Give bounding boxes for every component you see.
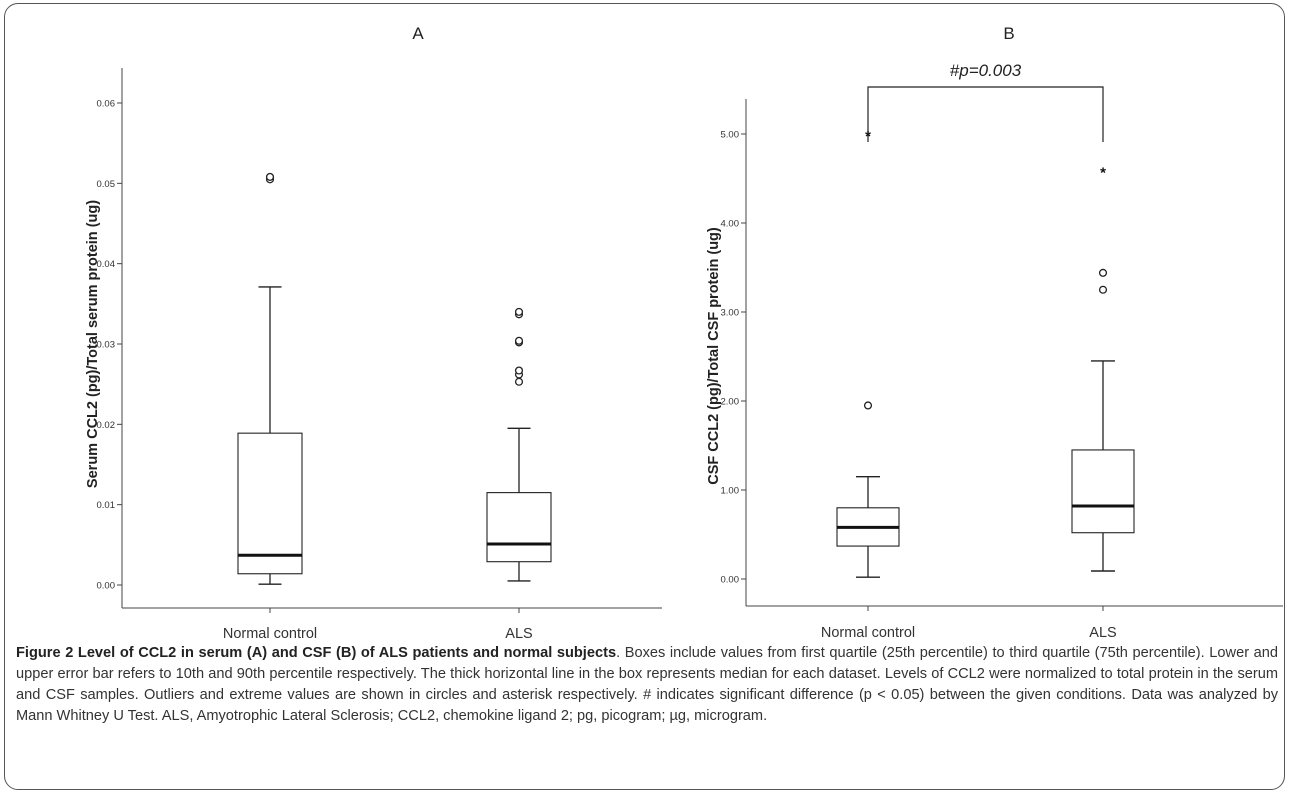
y-tick-label: 1.00 (721, 486, 740, 497)
outlier-point (1100, 269, 1107, 276)
y-tick-label: 2.00 (721, 397, 740, 408)
panel-label-B: B (1003, 24, 1014, 43)
figure-caption: Figure 2 Level of CCL2 in serum (A) and … (16, 643, 1278, 727)
category-label: Normal control (223, 626, 317, 640)
y-axis-label: CSF CCL2 (pg)/Total CSF protein (ug) (706, 227, 722, 485)
y-tick-label: 0.00 (97, 581, 116, 592)
outlier-point (516, 337, 523, 344)
outlier-point (516, 308, 523, 315)
extreme-point: * (1100, 164, 1106, 181)
y-tick-label: 0.05 (97, 179, 116, 190)
y-tick-label: 0.06 (97, 99, 116, 110)
category-label: Normal control (821, 625, 915, 640)
y-tick-label: 0.01 (97, 500, 116, 511)
category-label: ALS (505, 626, 532, 640)
significance-annotation: #p=0.003 (950, 61, 1022, 80)
panel-label-A: A (412, 24, 424, 43)
box (238, 433, 302, 574)
caption-title: Figure 2 Level of CCL2 in serum (A) and … (16, 645, 616, 661)
y-tick-label: 0.00 (721, 575, 740, 586)
outlier-point (1100, 286, 1107, 293)
box (487, 493, 551, 562)
outlier-point (865, 402, 872, 409)
outlier-point (516, 367, 523, 374)
box (1072, 450, 1134, 533)
significance-bracket (868, 87, 1103, 142)
y-tick-label: 4.00 (721, 219, 740, 230)
y-tick-label: 3.00 (721, 308, 740, 319)
outlier-point (516, 378, 523, 385)
y-tick-label: 5.00 (721, 130, 740, 141)
outlier-point (267, 174, 274, 181)
category-label: ALS (1089, 625, 1116, 640)
y-axis-label: Serum CCL2 (pg)/Total serum protein (ug) (85, 200, 101, 488)
